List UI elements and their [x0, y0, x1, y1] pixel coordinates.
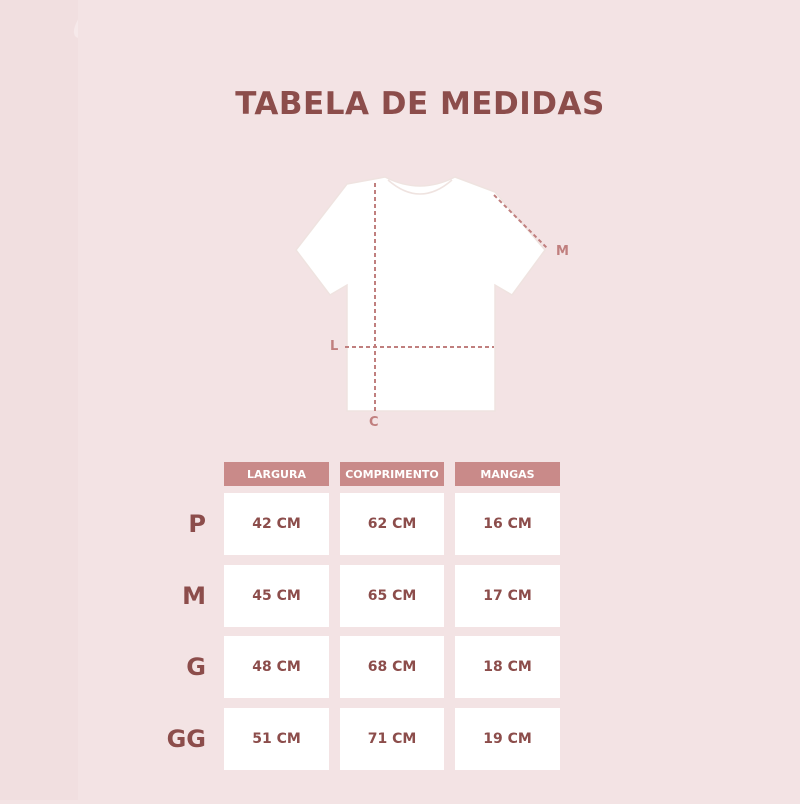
table-cell: 19 CM [455, 708, 560, 770]
table-cell: 71 CM [340, 708, 444, 770]
table-cell: 45 CM [224, 565, 329, 627]
size-label: GG [166, 725, 206, 753]
size-label: M [182, 582, 206, 610]
table-cell: 17 CM [455, 565, 560, 627]
size-label: G [186, 653, 206, 681]
sleeve-line [493, 194, 548, 249]
table-cell: 68 CM [340, 636, 444, 698]
table-cell: 42 CM [224, 493, 329, 555]
page-title: TABELA DE MEDIDAS [235, 86, 605, 122]
table-cell: 62 CM [340, 493, 444, 555]
sleeve-label: M [556, 244, 569, 259]
header-comprimento: COMPRIMENTO [340, 462, 444, 486]
header-mangas: MANGAS [455, 462, 560, 486]
size-label: P [188, 510, 206, 538]
table-cell: 16 CM [455, 493, 560, 555]
table-cell: 51 CM [224, 708, 329, 770]
length-label: C [369, 415, 379, 430]
width-label: L [330, 339, 339, 354]
table-cell: 48 CM [224, 636, 329, 698]
table-cell: 18 CM [455, 636, 560, 698]
header-largura: LARGURA [224, 462, 329, 486]
table-cell: 65 CM [340, 565, 444, 627]
